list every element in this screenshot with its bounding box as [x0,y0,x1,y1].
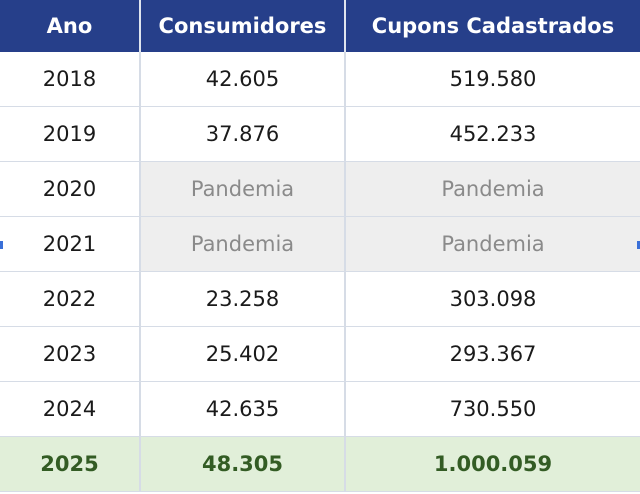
table-row: 2019 37.876 452.233 [0,106,640,162]
cell-cupons: 303.098 [345,271,640,327]
cell-consumidores: 25.402 [140,326,346,382]
cell-ano: 2023 [0,326,141,382]
table-row: 2024 42.635 730.550 [0,381,640,437]
cell-ano: 2022 [0,271,141,327]
header-row: Ano Consumidores Cupons Cadastrados [0,0,640,52]
header-cupons-cadastrados: Cupons Cadastrados [345,0,640,52]
cell-ano: 2024 [0,381,141,437]
cell-cupons: 293.367 [345,326,640,382]
header-ano: Ano [0,0,141,52]
cell-cupons-pandemia: Pandemia [345,216,640,272]
cell-consumidores: 48.305 [140,436,346,492]
cell-ano: 2021 [0,216,141,272]
header-consumidores: Consumidores [140,0,346,52]
cell-ano: 2020 [0,161,141,217]
cell-cupons-pandemia: Pandemia [345,161,640,217]
table-row: 2020 Pandemia Pandemia [0,161,640,217]
cell-consumidores-pandemia: Pandemia [140,216,346,272]
table-row-highlight: 2025 48.305 1.000.059 [0,436,640,492]
cell-consumidores: 42.635 [140,381,346,437]
cell-cupons: 519.580 [345,52,640,107]
table-row: 2022 23.258 303.098 [0,271,640,327]
cell-consumidores: 42.605 [140,52,346,107]
selection-handle-left[interactable] [0,241,3,249]
table-row: 2023 25.402 293.367 [0,326,640,382]
selection-handle-right[interactable] [637,241,640,249]
table-row: 2021 Pandemia Pandemia [0,216,640,272]
cell-consumidores: 37.876 [140,106,346,162]
cell-consumidores-pandemia: Pandemia [140,161,346,217]
cell-consumidores: 23.258 [140,271,346,327]
cell-ano: 2019 [0,106,141,162]
cell-cupons: 452.233 [345,106,640,162]
table-row: 2018 42.605 519.580 [0,52,640,107]
cell-cupons: 730.550 [345,381,640,437]
cell-ano: 2025 [0,436,141,492]
cell-ano: 2018 [0,52,141,107]
cell-cupons: 1.000.059 [345,436,640,492]
